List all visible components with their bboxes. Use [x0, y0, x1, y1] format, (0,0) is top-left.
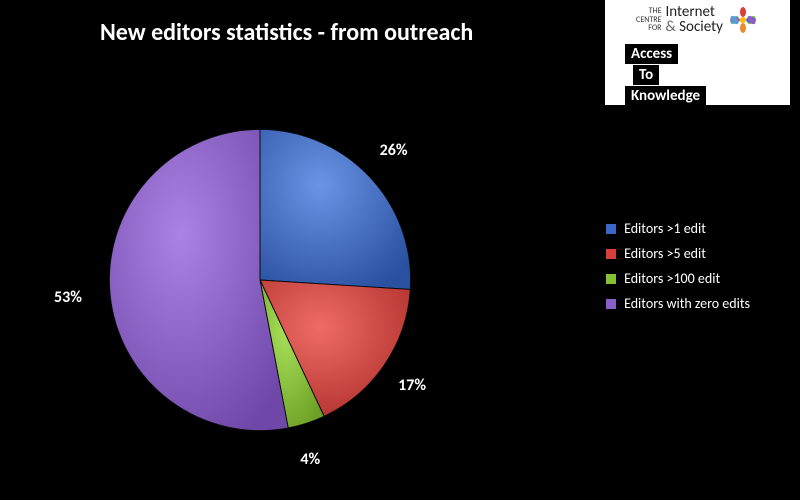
slice-percent-label: 53%	[54, 288, 82, 307]
atk-access: Access	[625, 44, 678, 64]
slice-percent-label: 17%	[398, 376, 426, 395]
logo-small-text: THE CENTRE FOR	[636, 7, 661, 33]
flower-icon	[727, 4, 759, 36]
logo-main-text: Internet & Society	[666, 5, 723, 35]
slide-root: New editors statistics - from outreach T…	[0, 0, 800, 500]
legend-item: Editors >100 edit	[606, 270, 750, 287]
legend-marker	[606, 299, 616, 309]
logo-header: THE CENTRE FOR Internet & Society	[636, 4, 759, 36]
legend-label: Editors >100 edit	[624, 270, 720, 287]
legend-marker	[606, 274, 616, 284]
legend-item: Editors with zero edits	[606, 295, 750, 312]
slice-percent-label: 4%	[300, 450, 320, 469]
pie-chart: 26%17%4%53%	[100, 120, 420, 440]
slice-percent-label: 26%	[380, 141, 408, 160]
legend-label: Editors with zero edits	[624, 295, 750, 312]
logo-society-line: & Society	[666, 20, 723, 35]
pie-labels-layer: 26%17%4%53%	[100, 120, 420, 440]
chart-title: New editors statistics - from outreach	[100, 18, 473, 47]
logo-amp: &	[666, 18, 680, 36]
legend-label: Editors >1 edit	[624, 220, 706, 237]
atk-knowledge: Knowledge	[625, 86, 706, 106]
chart-legend: Editors >1 edit Editors >5 edit Editors >1…	[606, 220, 750, 320]
logo-society: Society	[679, 18, 723, 36]
atk-to: To	[633, 65, 659, 85]
legend-marker	[606, 224, 616, 234]
legend-label: Editors >5 edit	[624, 245, 706, 262]
legend-marker	[606, 249, 616, 259]
legend-item: Editors >5 edit	[606, 245, 750, 262]
atk-box: Access To Knowledge	[625, 44, 706, 107]
logo-box: THE CENTRE FOR Internet & Society	[605, 0, 790, 105]
logo-for: FOR	[636, 24, 661, 33]
legend-item: Editors >1 edit	[606, 220, 750, 237]
